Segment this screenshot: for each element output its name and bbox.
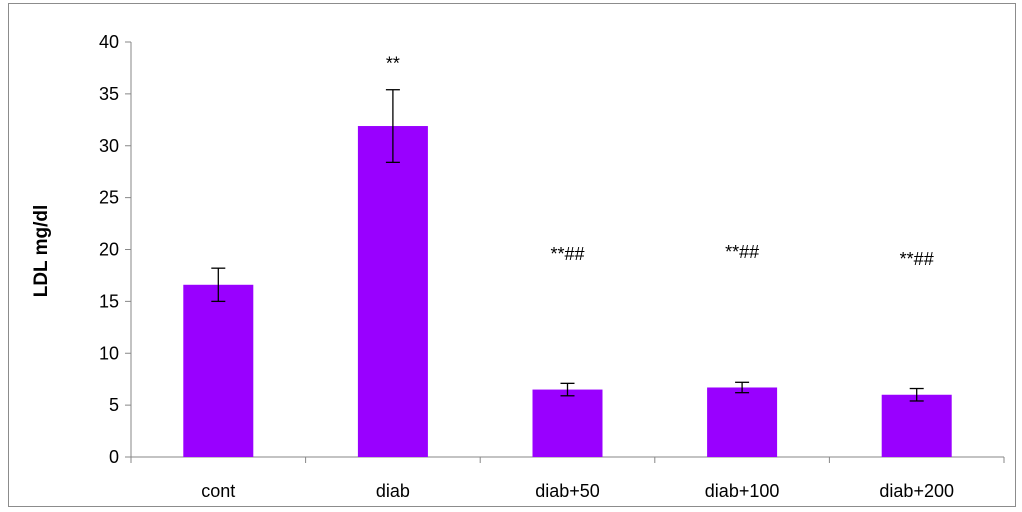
bar: [183, 284, 254, 457]
bar: [357, 126, 428, 457]
y-tick-label: 35: [99, 84, 119, 104]
y-tick-label: 25: [99, 188, 119, 208]
significance-annotation: **: [386, 54, 400, 74]
y-tick-label: 10: [99, 343, 119, 363]
y-axis-title: LDL mg/dl: [31, 205, 52, 298]
y-axis-title-group: LDL mg/dl: [31, 205, 52, 298]
x-category-label: diab+50: [535, 481, 600, 501]
y-tick-label: 20: [99, 240, 119, 260]
bars: [183, 89, 952, 457]
labels: 0 5 10 15 20 25 30 35 40 cont diab ** diab+50 **## dia…: [99, 32, 954, 501]
significance-annotation: **##: [900, 249, 934, 269]
y-tick-label: 5: [109, 395, 119, 415]
bar: [707, 387, 778, 457]
x-category-label: diab: [376, 481, 410, 501]
significance-annotation: **##: [550, 244, 584, 264]
y-tick-label: 15: [99, 291, 119, 311]
x-category-label: diab+200: [879, 481, 954, 501]
y-tick-label: 40: [99, 32, 119, 52]
significance-annotation: **##: [725, 242, 759, 262]
bar: [532, 389, 603, 457]
y-tick-label: 30: [99, 136, 119, 156]
x-category-label: diab+100: [705, 481, 780, 501]
chart-frame: LDL mg/dl 0 5 10 15 20 25 30 35 40 cont diab ** diab…: [8, 3, 1016, 507]
bar-chart: LDL mg/dl 0 5 10 15 20 25 30 35 40 cont diab ** diab…: [31, 32, 1005, 501]
x-category-label: cont: [201, 481, 235, 501]
bar: [881, 394, 952, 457]
y-tick-label: 0: [109, 447, 119, 467]
